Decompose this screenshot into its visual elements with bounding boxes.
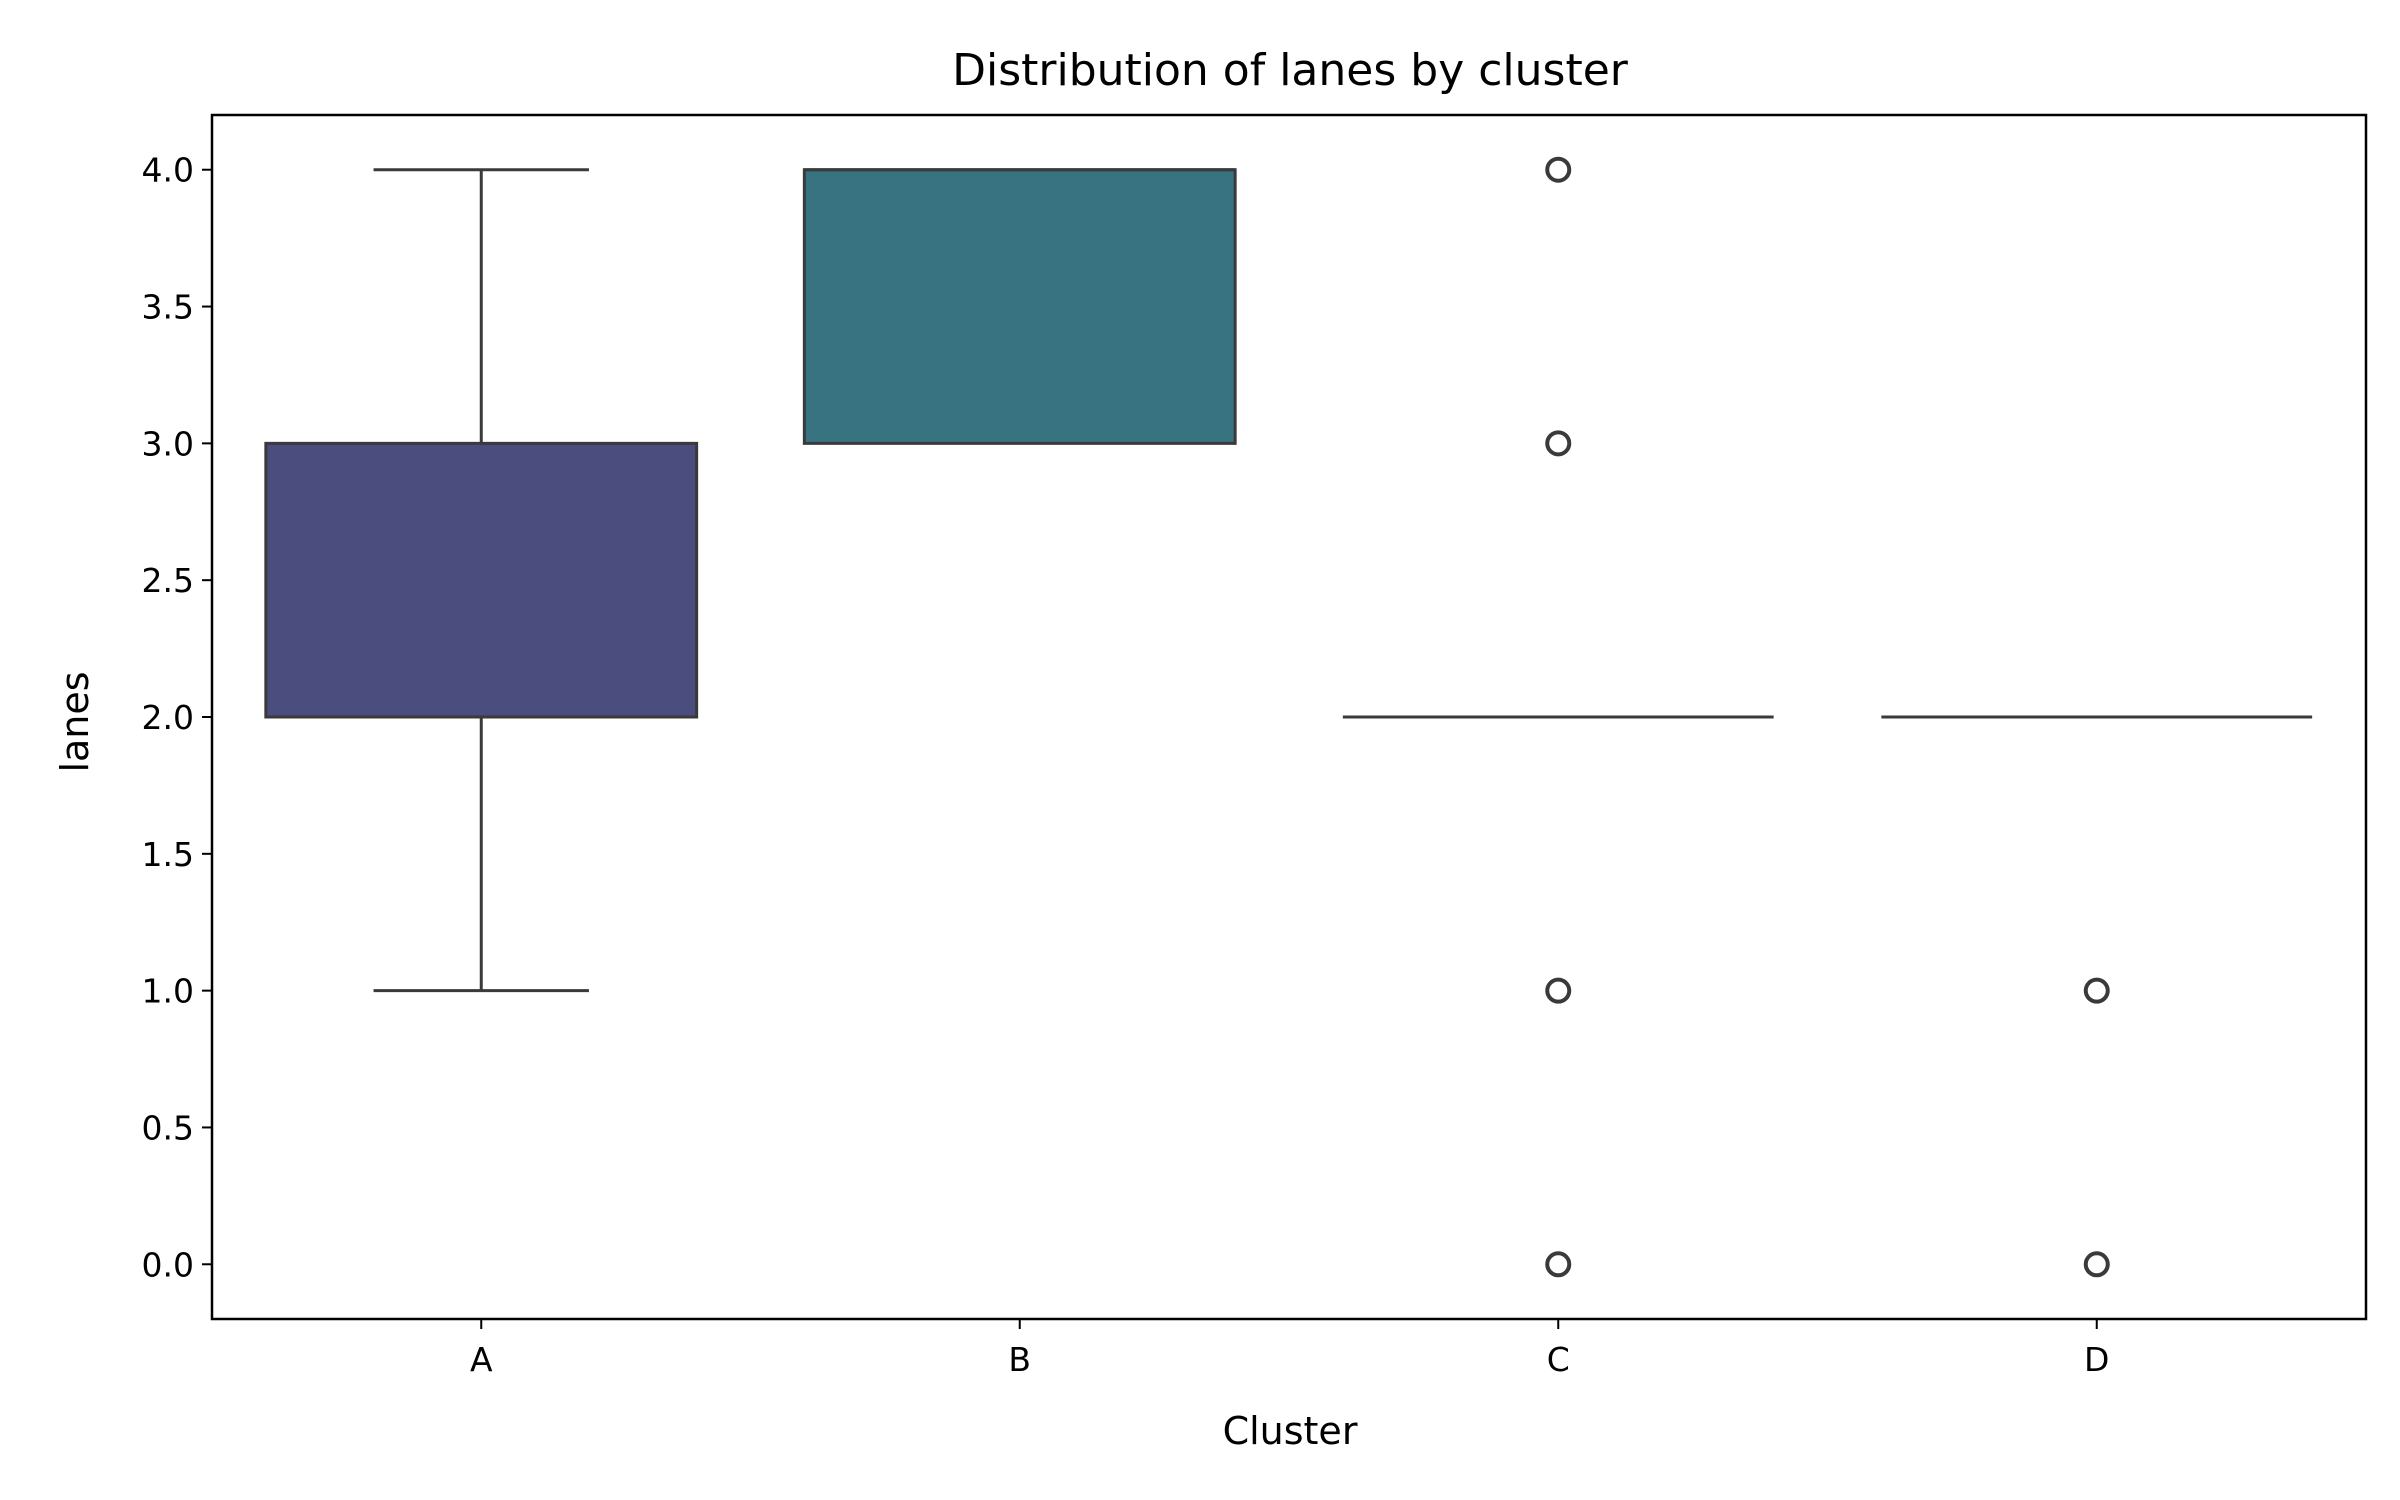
y-tick-label: 0.0 — [142, 1245, 194, 1284]
outlier-point — [1545, 1251, 1572, 1278]
box-A — [264, 441, 699, 719]
outlier-point — [1545, 977, 1572, 1004]
outlier-point — [2083, 1251, 2110, 1278]
y-tick-label: 3.0 — [142, 424, 194, 463]
y-tick-label: 0.5 — [142, 1108, 194, 1147]
y-axis-label: lanes — [53, 671, 97, 772]
y-tick-label: 4.0 — [142, 151, 194, 190]
y-tick-label: 2.5 — [142, 561, 194, 600]
x-tick-label: C — [1547, 1340, 1570, 1379]
y-tick-label: 1.5 — [142, 835, 194, 874]
x-tick-label: B — [1008, 1340, 1031, 1379]
y-tick-label: 1.0 — [142, 972, 194, 1011]
y-tick-label: 2.0 — [142, 698, 194, 737]
chart-title: Distribution of lanes by cluster — [952, 45, 1629, 96]
x-axis-label: Cluster — [1223, 1409, 1358, 1453]
x-tick-label: A — [470, 1340, 493, 1379]
x-tick-label: D — [2084, 1340, 2109, 1379]
box-B — [802, 168, 1237, 445]
plot-area: 0.0 0.5 1.0 1.5 2.0 2.5 3.0 3.5 4.0 A B C D — [142, 151, 2313, 1379]
outlier-point — [1545, 430, 1572, 457]
outlier-point — [1545, 156, 1572, 183]
outlier-point — [2083, 977, 2110, 1004]
y-tick-label: 3.5 — [142, 288, 194, 327]
plot-frame — [210, 113, 2368, 1321]
